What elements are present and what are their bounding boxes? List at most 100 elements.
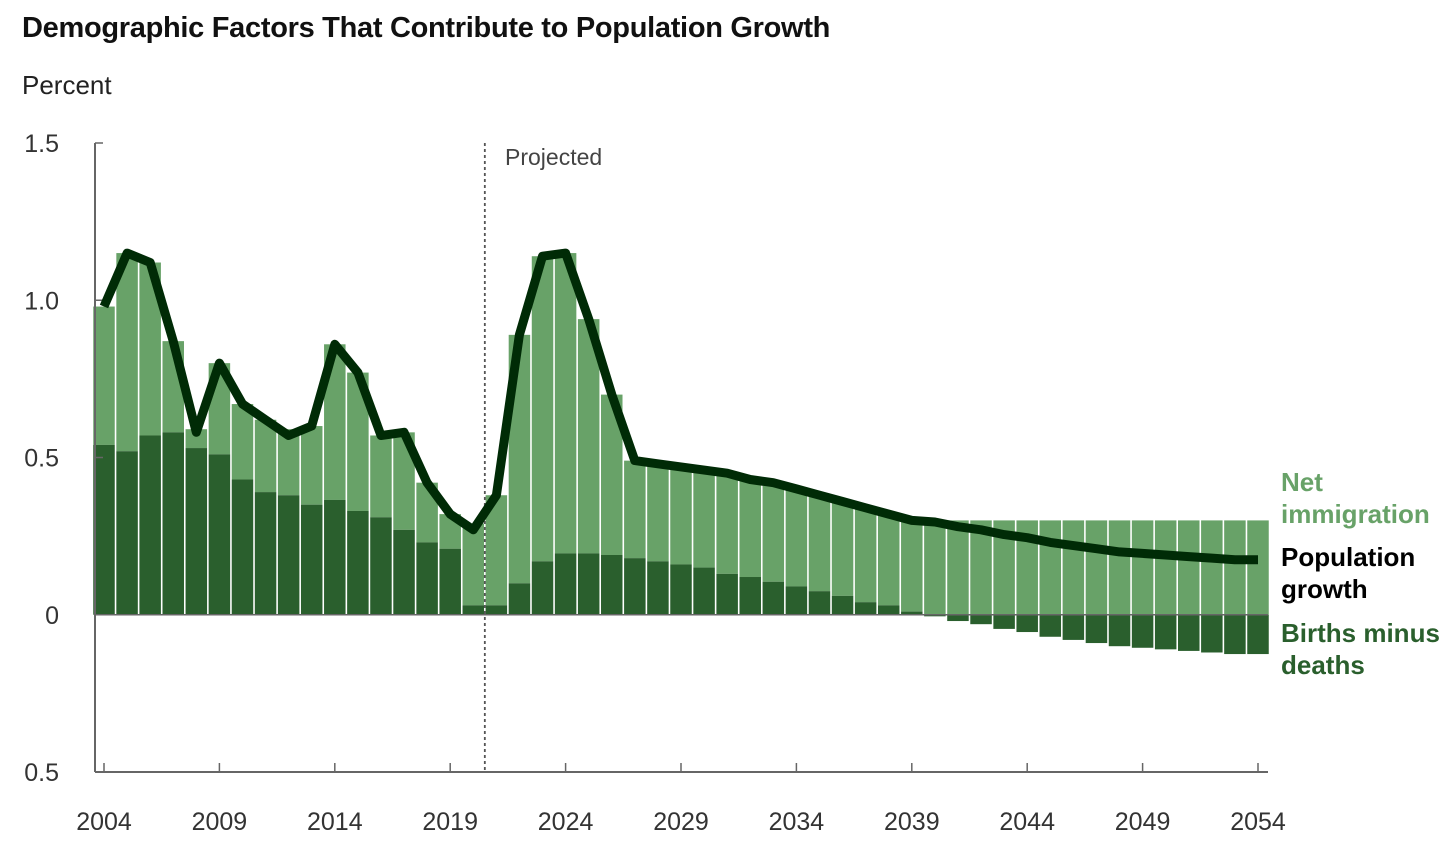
bar-births-minus-deaths <box>185 448 208 615</box>
bar-net-immigration <box>716 473 738 574</box>
bar-births-minus-deaths <box>1062 614 1085 640</box>
bar-net-immigration <box>577 319 600 554</box>
bar-net-immigration <box>231 404 254 480</box>
bar-net-immigration <box>254 419 277 493</box>
bar-net-immigration <box>1131 520 1154 615</box>
bar-net-immigration <box>93 306 115 445</box>
bar-net-immigration <box>1108 520 1131 615</box>
bar-net-immigration <box>554 253 577 554</box>
legend-line: growth <box>1281 574 1368 604</box>
bar-births-minus-deaths <box>716 573 738 615</box>
y-tick-label: 1.5 <box>24 130 59 158</box>
bar-births-minus-deaths <box>300 504 323 615</box>
bar-net-immigration <box>1224 520 1246 615</box>
x-tick-label: 2039 <box>884 808 940 836</box>
legend-line: Net <box>1281 467 1323 497</box>
bar-births-minus-deaths <box>162 432 184 615</box>
bar-net-immigration <box>762 482 785 582</box>
y-tick-label: 0.5 <box>24 445 59 473</box>
legend-line: Population <box>1281 542 1416 572</box>
bar-births-minus-deaths <box>831 595 854 615</box>
bar-births-minus-deaths <box>785 586 808 615</box>
bar-births-minus-deaths <box>93 444 115 615</box>
bar-births-minus-deaths <box>439 548 461 615</box>
bar-net-immigration <box>1085 520 1108 615</box>
bar-births-minus-deaths <box>208 454 231 615</box>
line-group <box>99 248 1258 565</box>
bar-net-immigration <box>947 520 969 615</box>
chart-title: Demographic Factors That Contribute to P… <box>22 12 831 44</box>
bar-births-minus-deaths <box>324 499 346 615</box>
bar-net-immigration <box>485 495 508 606</box>
bar-births-minus-deaths <box>485 605 508 615</box>
x-tick-label: 2024 <box>538 808 594 836</box>
bar-net-immigration <box>739 479 761 578</box>
bar-net-immigration <box>901 520 923 612</box>
bar-net-immigration <box>624 460 646 559</box>
legend-net-immigration: Net immigration <box>1281 466 1430 530</box>
x-tick-label: 2004 <box>76 808 132 836</box>
bar-births-minus-deaths <box>508 583 531 615</box>
bar-net-immigration <box>854 507 877 603</box>
bar-births-minus-deaths <box>139 435 161 615</box>
bar-births-minus-deaths <box>347 510 369 615</box>
bar-births-minus-deaths <box>901 611 923 615</box>
bar-net-immigration <box>116 253 138 452</box>
bar-net-immigration <box>393 432 415 530</box>
bar-births-minus-deaths <box>277 495 300 615</box>
x-tick-label: 2049 <box>1115 808 1171 836</box>
x-tick-label: 2054 <box>1230 808 1286 836</box>
bar-births-minus-deaths <box>1085 614 1108 644</box>
bar-net-immigration <box>1201 520 1223 615</box>
legend-line: immigration <box>1281 499 1430 529</box>
bar-net-immigration <box>139 262 161 436</box>
y-tick-label: 0.5 <box>24 759 59 787</box>
bar-net-immigration <box>831 501 854 596</box>
x-tick-label: 2044 <box>999 808 1055 836</box>
x-tick-label: 2009 <box>192 808 248 836</box>
bar-births-minus-deaths <box>231 479 254 615</box>
bar-births-minus-deaths <box>1178 614 1200 651</box>
legend-line: Births minus <box>1281 618 1440 648</box>
bar-births-minus-deaths <box>693 567 715 615</box>
bar-births-minus-deaths <box>1016 614 1038 633</box>
legend-population-growth: Population growth <box>1281 541 1415 605</box>
bars-group <box>93 253 1269 655</box>
bar-net-immigration <box>993 520 1015 615</box>
bar-births-minus-deaths <box>531 561 554 615</box>
bar-net-immigration <box>601 394 623 555</box>
bar-net-immigration <box>785 488 808 587</box>
bar-net-immigration <box>1154 520 1177 615</box>
bar-births-minus-deaths <box>1224 614 1246 655</box>
bar-births-minus-deaths <box>254 492 277 615</box>
projected-annotation: Projected <box>505 144 602 170</box>
bar-births-minus-deaths <box>370 517 392 615</box>
bar-births-minus-deaths <box>670 564 692 615</box>
bar-births-minus-deaths <box>877 605 900 615</box>
bar-births-minus-deaths <box>416 542 438 615</box>
bar-net-immigration <box>300 426 323 505</box>
bar-births-minus-deaths <box>1039 614 1062 637</box>
bar-births-minus-deaths <box>1154 614 1177 650</box>
bar-net-immigration <box>1039 520 1062 615</box>
bar-births-minus-deaths <box>762 581 785 615</box>
legend-births-minus-deaths: Births minus deaths <box>1281 617 1440 681</box>
bar-births-minus-deaths <box>1201 614 1223 653</box>
bar-births-minus-deaths <box>1131 614 1154 648</box>
bar-births-minus-deaths <box>924 614 946 617</box>
bar-births-minus-deaths <box>1247 614 1269 655</box>
bar-births-minus-deaths <box>554 553 577 615</box>
y-axis-label: Percent <box>22 70 112 100</box>
y-tick-label: 0 <box>45 602 59 630</box>
bar-births-minus-deaths <box>970 614 992 625</box>
bar-net-immigration <box>1247 520 1269 615</box>
bar-births-minus-deaths <box>739 577 761 615</box>
bar-net-immigration <box>185 429 208 449</box>
bar-net-immigration <box>647 463 669 562</box>
bar-net-immigration <box>1178 520 1200 615</box>
x-tick-label: 2034 <box>769 808 825 836</box>
bar-births-minus-deaths <box>116 451 138 615</box>
x-tick-label: 2029 <box>653 808 709 836</box>
legend-line: deaths <box>1281 650 1365 680</box>
